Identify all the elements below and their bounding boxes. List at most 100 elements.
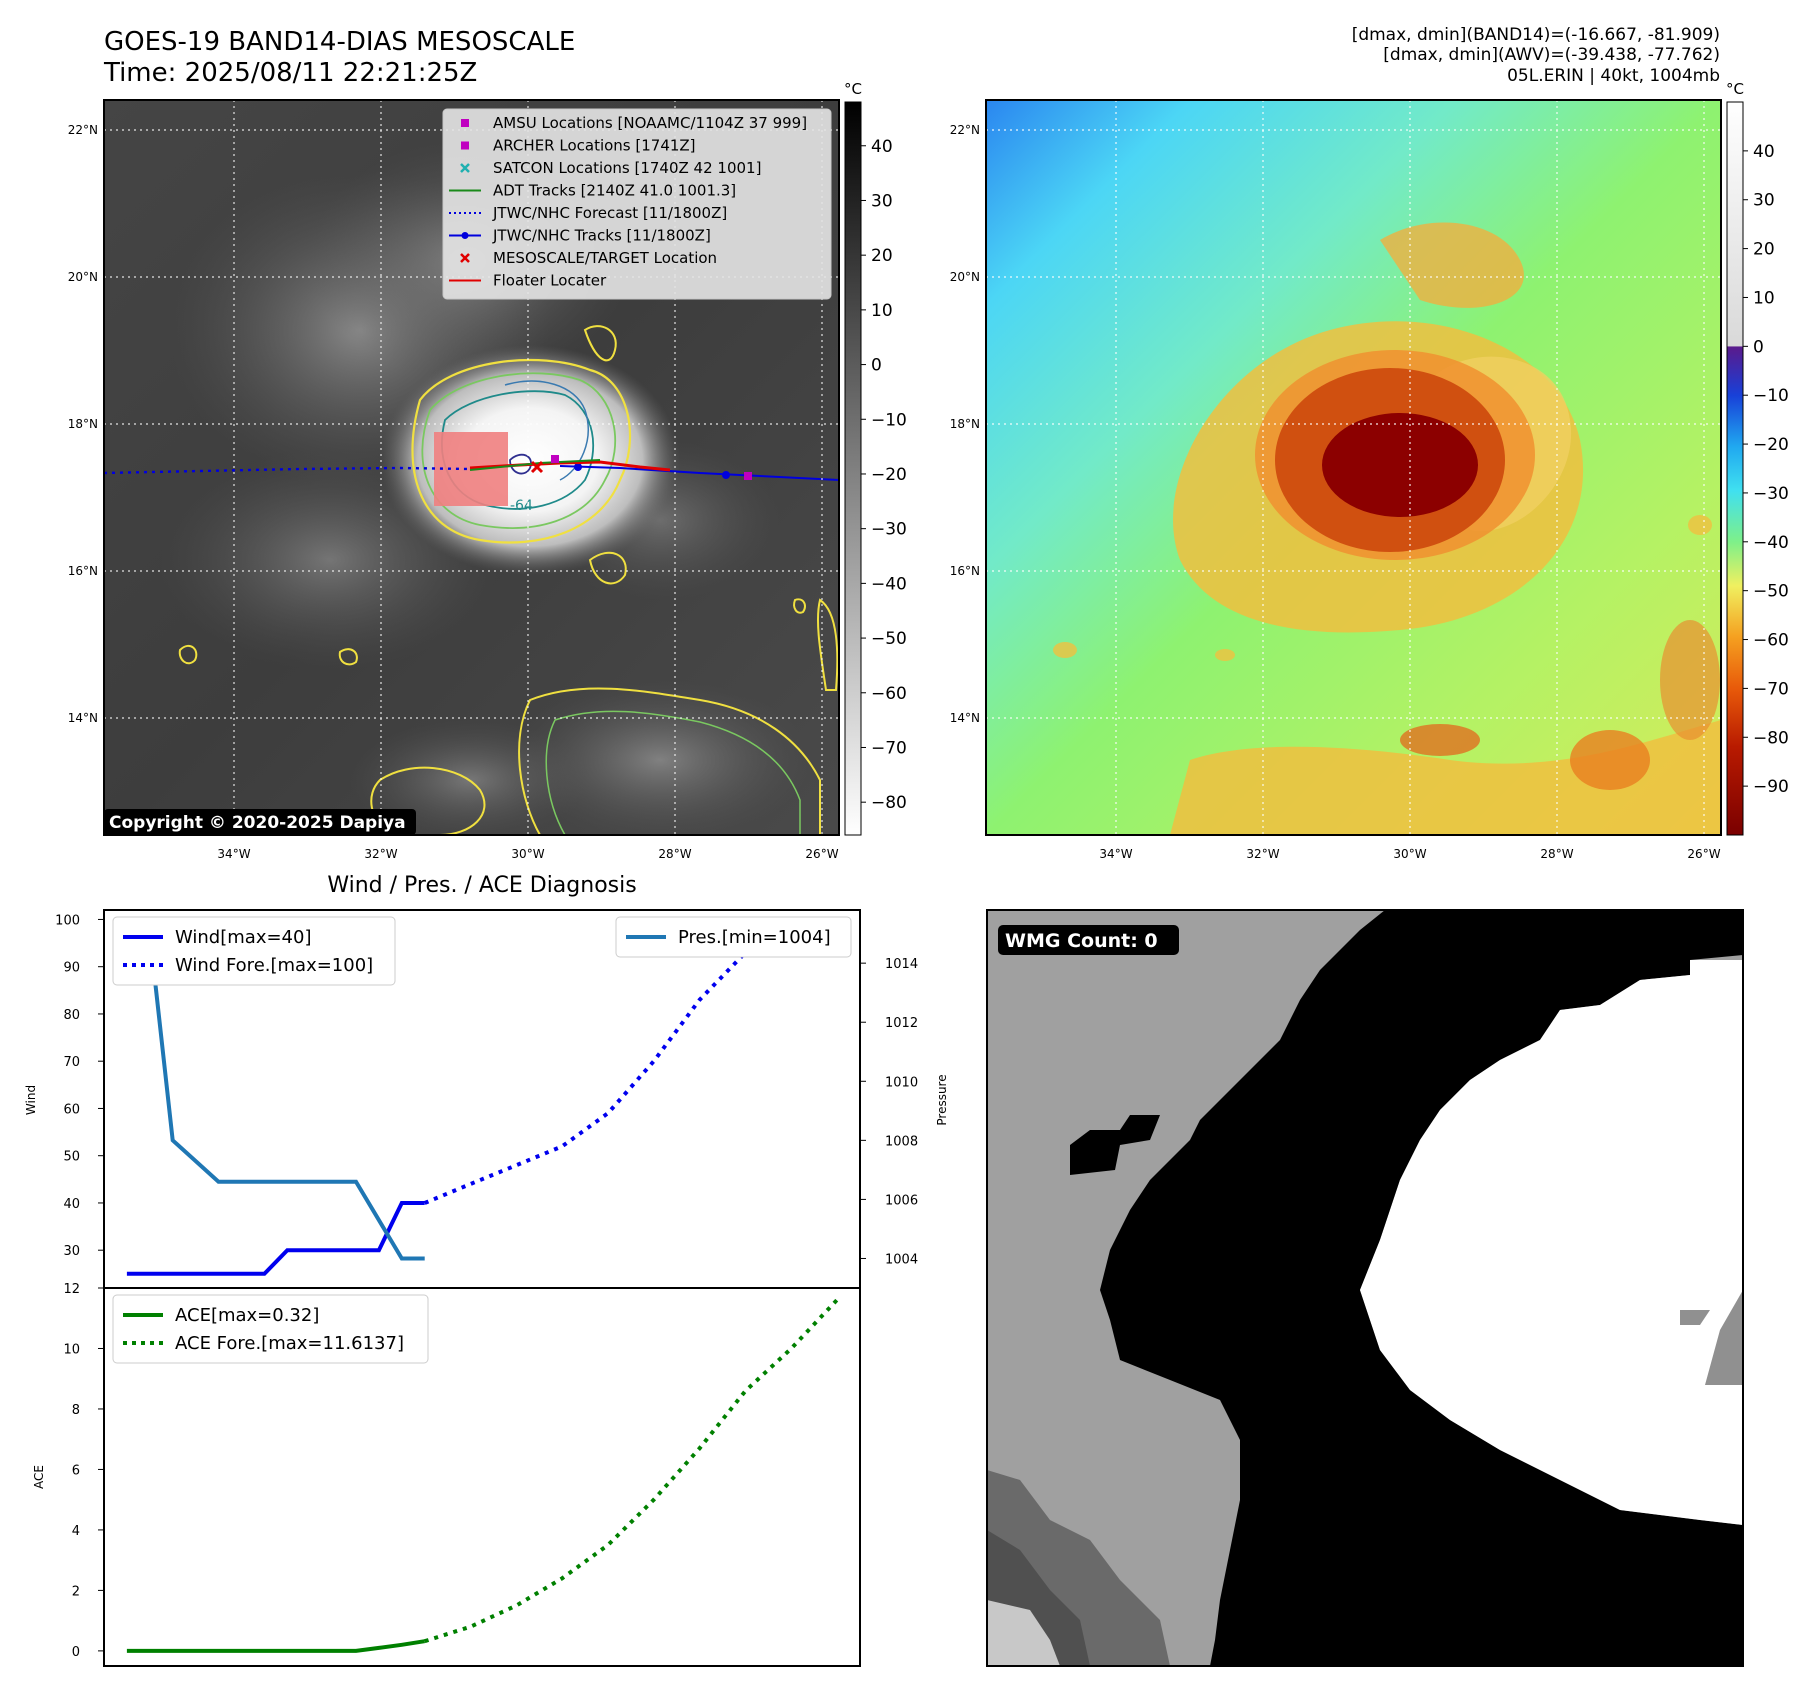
jtwc-forecast-track: [104, 466, 471, 475]
awv-colorbar-tick-label: 40: [1753, 142, 1775, 162]
legend-entry: ADT Tracks [2140Z 41.0 1001.3]: [449, 182, 736, 200]
ir-legend: AMSU Locations [NOAAMC/1104Z 37 999] ARCH…: [442, 108, 832, 300]
legend-x-icon: [460, 253, 470, 263]
dmax-dmin-awv: [dmax, dmin](AWV)=(-39.438, -77.762): [1383, 45, 1720, 65]
ir-colorbar-tick-label: −40: [871, 574, 907, 594]
awv-map-panel: 22°N 20°N 18°N 16°N 14°N 34°W 32°W 30°W …: [950, 99, 1722, 861]
lon-tick: 32°W: [364, 847, 397, 861]
chart-legend-entry: ACE Fore.[max=11.6137]: [123, 1333, 404, 1354]
chart-legend-entry: Pres.[min=1004]: [626, 927, 831, 948]
y-tick-label: 80: [63, 1008, 80, 1023]
ir-colorbar-tick-label: −70: [871, 738, 907, 758]
ir-lat-ticks: 22°N 20°N 18°N 16°N 14°N: [68, 123, 98, 725]
y-right-tick-label: 1010: [885, 1075, 918, 1090]
lon-tick: 28°W: [1540, 847, 1573, 861]
y-tick-label: 12: [63, 1282, 80, 1297]
chart-legend-box: [112, 916, 396, 986]
lon-tick: 26°W: [805, 847, 838, 861]
pressure-axis-label: Pressure: [935, 1074, 949, 1125]
awv-colorbar-tick-label: −30: [1753, 484, 1789, 504]
legend-label: JTWC/NHC Forecast [11/1800Z]: [492, 204, 727, 222]
awv-imagery: [986, 100, 1721, 835]
lon-tick: 30°W: [1393, 847, 1426, 861]
legend-label: SATCON Locations [1740Z 42 1001]: [493, 159, 761, 177]
ir-colorbar-tick-label: 0: [871, 356, 882, 376]
ir-colorbar-tick-label: 20: [871, 246, 893, 266]
legend-label: Floater Locater: [493, 272, 607, 290]
archer-marker: [551, 455, 559, 463]
y-right-tick-label: 1012: [885, 1016, 918, 1031]
ir-colorbar-tick-label: −20: [871, 465, 907, 485]
awv-colorbar-tick-label: −90: [1753, 777, 1789, 797]
y-tick-label: 6: [72, 1463, 80, 1478]
ir-colorbar-tick-label: −80: [871, 793, 907, 813]
wind-axis-label: Wind: [24, 1085, 38, 1115]
ace-axis-label: ACE: [32, 1465, 46, 1489]
chart-legend-box: [112, 1294, 429, 1364]
legend-label: AMSU Locations [NOAAMC/1104Z 37 999]: [493, 114, 807, 132]
legend-entry: MESOSCALE/TARGET Location: [460, 249, 717, 267]
ir-colorbar-tick-label: 40: [871, 137, 893, 157]
y-tick-label: 40: [63, 1197, 80, 1212]
ace-chart: 0 2 4 6 8 10 12 ACE ACE[max=0.32] ACE Fore.[max…: [32, 1282, 861, 1667]
amsu-marker: [744, 472, 752, 480]
awv-colorbar-tick-label: −70: [1753, 679, 1789, 699]
ir-colorbar-unit: °C: [844, 80, 862, 98]
ir-colorbar-tick-label: 10: [871, 301, 893, 321]
legend-entry: JTWC/NHC Forecast [11/1800Z]: [449, 204, 727, 222]
ir-colorbar-tick-label: −50: [871, 629, 907, 649]
awv-colorbar: °C 40 30 20 10 0 −10 −20 −30 −40 −50 −60 −70 −80 −90: [1726, 80, 1789, 836]
legend-entry: ARCHER Locations [1741Z]: [461, 137, 696, 155]
y-tick-label: 70: [63, 1055, 80, 1070]
lat-tick: 16°N: [68, 564, 98, 578]
legend-dot-icon: [461, 232, 469, 239]
lat-tick: 20°N: [68, 270, 98, 284]
awv-lon-ticks: 34°W 32°W 30°W 28°W 26°W: [1099, 847, 1720, 861]
lat-tick: 18°N: [950, 417, 980, 431]
lon-tick: 26°W: [1687, 847, 1720, 861]
awv-colorbar-tick-label: 30: [1753, 191, 1775, 211]
awv-colorbar-tick-label: −40: [1753, 533, 1789, 553]
copyright-badge: [104, 809, 416, 835]
chart-legend-label: ACE Fore.[max=11.6137]: [175, 1333, 404, 1354]
legend-entry: AMSU Locations [NOAAMC/1104Z 37 999]: [461, 114, 807, 132]
legend-square-icon: [461, 119, 469, 127]
wmg-count-label: WMG Count: 0: [1005, 930, 1158, 952]
lat-tick: 14°N: [950, 711, 980, 725]
ir-lon-ticks: 34°W 32°W 30°W 28°W 26°W: [217, 847, 838, 861]
y-tick-label: 90: [63, 961, 80, 976]
y-tick-label: 50: [63, 1150, 80, 1165]
storm-info: 05L.ERIN | 40kt, 1004mb: [1507, 66, 1720, 86]
awv-colorbar-tick-label: −10: [1753, 386, 1789, 406]
chart-legend-label: Wind[max=40]: [175, 927, 312, 948]
chart-legend-entry: Wind[max=40]: [123, 927, 312, 948]
wind-pres-chart: 30 40 50 60 70 80 90 100 1004 1006 1008 1010 1012 101…: [24, 909, 949, 1289]
y-right-tick-label: 1006: [885, 1193, 918, 1208]
ir-colorbar-tick-label: 30: [871, 191, 893, 211]
awv-colorbar-tick-label: 10: [1753, 288, 1775, 308]
diagnosis-title: Wind / Pres. / ACE Diagnosis: [327, 873, 636, 898]
y-right-tick-label: 1008: [885, 1134, 918, 1149]
legend-x-icon: [460, 163, 470, 173]
series-line: [424, 1298, 839, 1644]
lat-tick: 14°N: [68, 711, 98, 725]
awv-colorbar-tick-label: −80: [1753, 728, 1789, 748]
y-tick-label: 100: [55, 913, 80, 928]
copyright-text: Copyright © 2020-2025 Dapiya: [109, 813, 406, 833]
y-tick-label: 30: [63, 1244, 80, 1259]
y-right-tick-label: 1014: [885, 957, 918, 972]
series-line: [126, 1201, 425, 1276]
lon-tick: 34°W: [217, 847, 250, 861]
series-line: [126, 931, 425, 1261]
lon-tick: 30°W: [511, 847, 544, 861]
ir-colorbar-tick-label: −60: [871, 684, 907, 704]
target-marker: [530, 460, 544, 474]
dmax-dmin-band14: [dmax, dmin](BAND14)=(-16.667, -81.909): [1352, 25, 1720, 45]
contour-label: -64: [510, 498, 533, 514]
awv-colorbar-tick-label: −60: [1753, 631, 1789, 651]
legend-label: JTWC/NHC Tracks [11/1800Z]: [492, 227, 711, 245]
figure-time: Time: 2025/08/11 22:21:25Z: [103, 58, 477, 88]
y-tick-label: 8: [72, 1403, 80, 1418]
series-line: [126, 1639, 426, 1653]
